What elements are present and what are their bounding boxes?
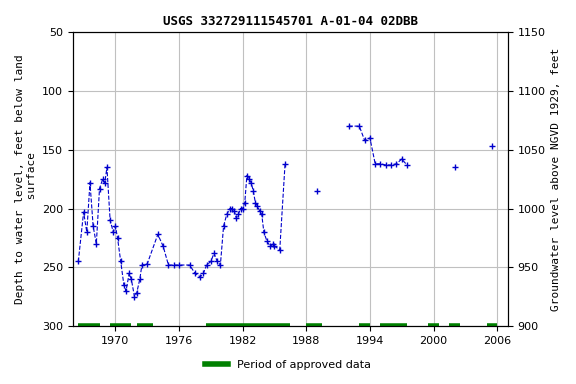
Title: USGS 332729111545701 A-01-04 02DBB: USGS 332729111545701 A-01-04 02DBB [163, 15, 418, 28]
Y-axis label: Groundwater level above NGVD 1929, feet: Groundwater level above NGVD 1929, feet [551, 48, 561, 311]
Legend: Period of approved data: Period of approved data [201, 356, 375, 375]
Y-axis label: Depth to water level, feet below land
 surface: Depth to water level, feet below land su… [15, 54, 37, 304]
